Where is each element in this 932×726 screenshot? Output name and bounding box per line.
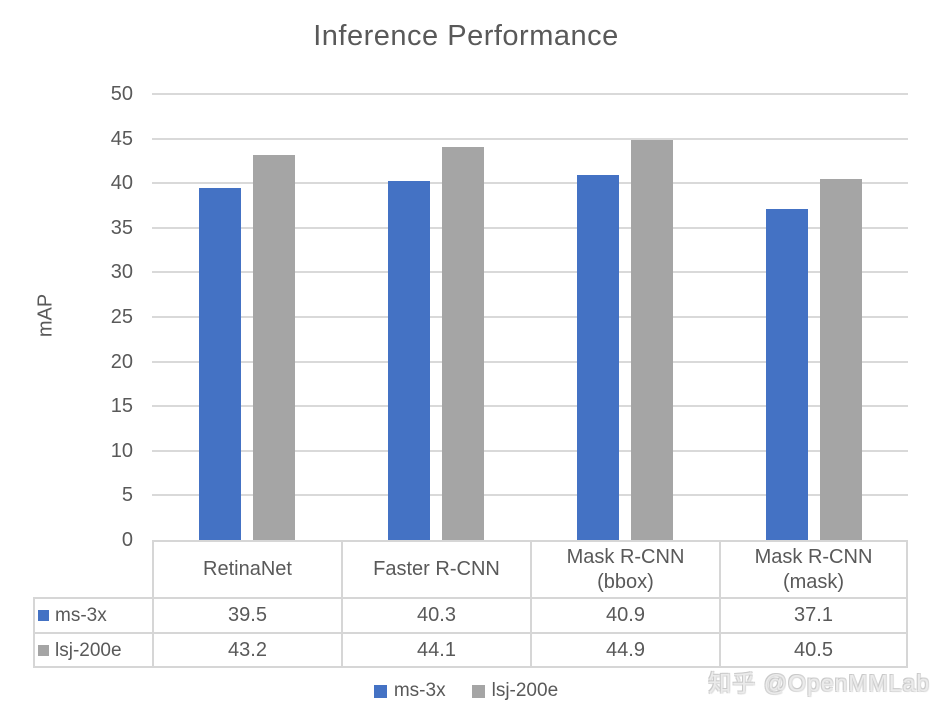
gridline [152, 93, 908, 95]
bar-ms-3x-cat2 [387, 180, 430, 540]
bar-ms-3x-cat3 [576, 175, 619, 540]
legend-label: lsj-200e [491, 680, 559, 701]
bar-lsj-200e-cat3 [630, 139, 673, 540]
gridline [152, 316, 908, 318]
bar-lsj-200e-cat2 [441, 146, 484, 540]
y-tick-label: 5 [121, 484, 133, 506]
y-tick-label: 10 [110, 440, 133, 462]
gridline [152, 271, 908, 273]
legend-key-swatch-lsj-200e [38, 644, 49, 656]
legend-item-lsj-200e: lsj-200e [471, 680, 559, 702]
gridline [152, 182, 908, 184]
legend-color-swatch-lsj-200e [471, 684, 485, 698]
table-value-cell: 44.1 [341, 634, 530, 668]
gridline [152, 405, 908, 407]
data-table: RetinaNet Faster R-CNN Mask R-CNN (bbox) Ma… [33, 540, 908, 668]
gridline [152, 361, 908, 363]
watermark: 知乎 @OpenMMLab [708, 670, 930, 696]
y-tick-label: 40 [110, 172, 133, 194]
bar-lsj-200e-cat4 [819, 178, 862, 540]
table-header-cell: Faster R-CNN [341, 540, 530, 599]
gridline [152, 494, 908, 496]
table-value-cell: 44.9 [530, 634, 719, 668]
legend-item-ms-3x: ms-3x [373, 680, 446, 702]
y-tick-label: 0 [121, 529, 133, 551]
legend: ms-3x lsj-200e [0, 680, 932, 702]
gridline [152, 450, 908, 452]
bar-ms-3x-cat1 [198, 187, 241, 540]
table-value-cell: 40.9 [530, 599, 719, 634]
table-header-cell: Mask R-CNN (mask) [719, 540, 908, 599]
gridline [152, 138, 908, 140]
table-value-cell: 43.2 [152, 634, 341, 668]
table-corner-cell [33, 540, 152, 599]
table-value-cell: 40.3 [341, 599, 530, 634]
bar-lsj-200e-cat1 [252, 154, 295, 540]
legend-color-swatch-ms-3x [373, 684, 387, 698]
y-tick-label: 35 [110, 217, 133, 239]
y-tick-label: 15 [110, 395, 133, 417]
legend-key-swatch-ms-3x [38, 610, 49, 621]
y-tick-label: 20 [110, 351, 133, 373]
bar-ms-3x-cat4 [765, 209, 808, 540]
table-row-label: ms-3x [33, 599, 152, 634]
table-header-cell: RetinaNet [152, 540, 341, 599]
y-tick-label: 45 [110, 128, 133, 150]
table-header-cell: Mask R-CNN (bbox) [530, 540, 719, 599]
table-row-label: lsj-200e [33, 634, 152, 668]
y-tick-label: 50 [110, 83, 133, 105]
gridline [152, 227, 908, 229]
table-value-cell: 37.1 [719, 599, 908, 634]
chart-title: Inference Performance [313, 20, 619, 52]
legend-label: ms-3x [393, 680, 446, 701]
y-axis-title: mAP [34, 293, 57, 338]
y-tick-label: 30 [110, 261, 133, 283]
y-tick-label: 25 [110, 306, 133, 328]
table-value-cell: 40.5 [719, 634, 908, 668]
table-value-cell: 39.5 [152, 599, 341, 634]
